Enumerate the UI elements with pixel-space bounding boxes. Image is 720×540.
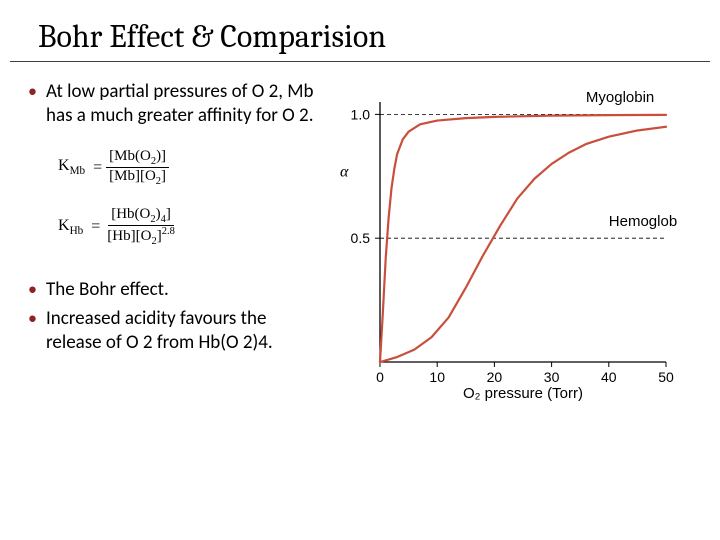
bullet-1: At low partial pressures of O 2, Mb has … — [28, 80, 318, 128]
svg-text:10: 10 — [429, 369, 445, 385]
svg-text:Myoglobin: Myoglobin — [586, 89, 654, 106]
svg-text:30: 30 — [544, 369, 560, 385]
equation-khb: KHb = [Hb(O2)4] [Hb][O2]2.8 — [58, 206, 318, 248]
chart-svg: 0 10 20 30 40 50 0.5 1.0 α O₂ pressure (Torr) Myog… — [328, 84, 678, 404]
svg-text:0.5: 0.5 — [351, 230, 371, 246]
bullet-3: Increased acidity favours the release of… — [28, 307, 318, 355]
svg-text:Hemoglobin: Hemoglobin — [609, 213, 678, 230]
content-area: At low partial pressures of O 2, Mb has … — [0, 62, 720, 404]
svg-text:0: 0 — [376, 369, 384, 385]
bullet-2: The Bohr effect. — [28, 278, 318, 302]
svg-text:40: 40 — [601, 369, 617, 385]
page-title: Bohr Effect & Comparision — [38, 18, 682, 55]
title-bar: Bohr Effect & Comparision — [10, 0, 710, 62]
equation-block: KMb = [Mb(O2)] [Mb][O2] KHb = [Hb(O2)4] … — [58, 148, 318, 248]
svg-text:50: 50 — [658, 369, 674, 385]
text-column: At low partial pressures of O 2, Mb has … — [28, 80, 328, 404]
svg-text:1.0: 1.0 — [351, 106, 371, 122]
svg-text:O₂ pressure (Torr): O₂ pressure (Torr) — [463, 385, 583, 402]
saturation-chart: 0 10 20 30 40 50 0.5 1.0 α O₂ pressure (Torr) Myog… — [328, 84, 678, 404]
chart-column: 0 10 20 30 40 50 0.5 1.0 α O₂ pressure (Torr) Myog… — [328, 80, 688, 404]
svg-text:α: α — [340, 163, 349, 180]
equation-kmb: KMb = [Mb(O2)] [Mb][O2] — [58, 148, 318, 188]
svg-text:20: 20 — [487, 369, 503, 385]
